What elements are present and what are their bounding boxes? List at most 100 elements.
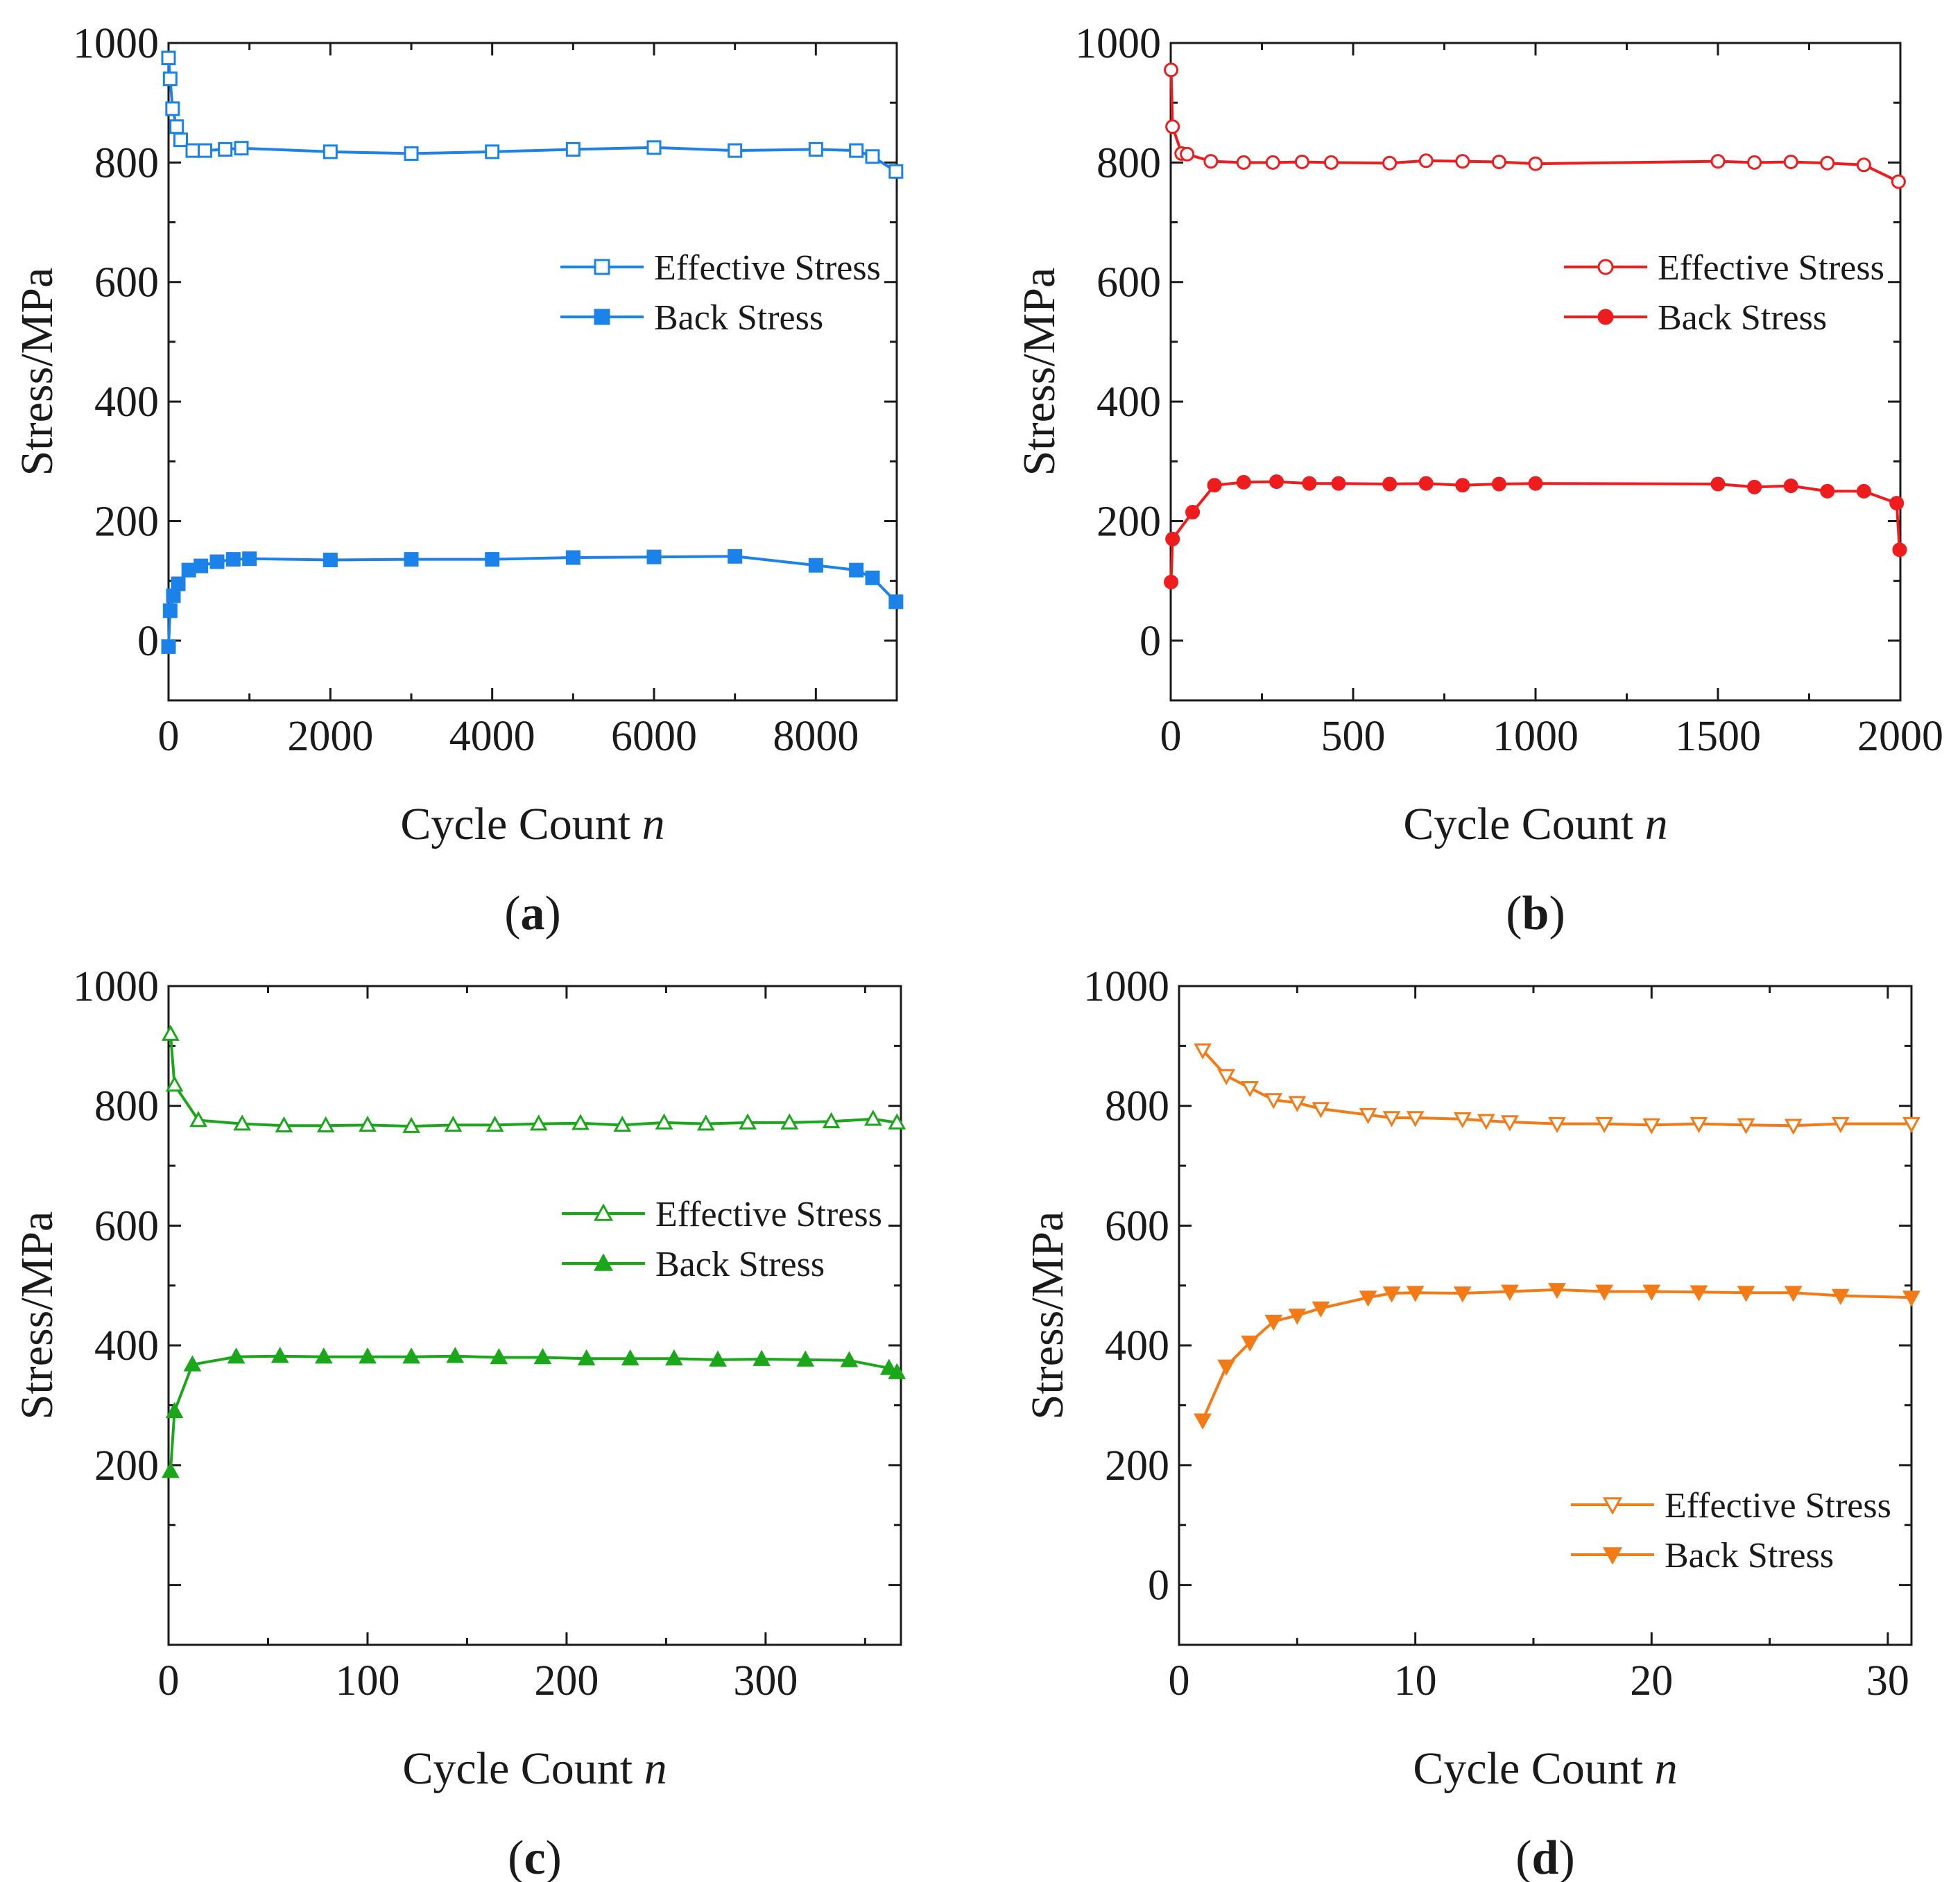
data-point bbox=[1264, 1093, 1283, 1110]
series-line-back-stress bbox=[1201, 1288, 1912, 1421]
data-point bbox=[863, 1110, 882, 1126]
data-point bbox=[728, 549, 743, 564]
legend-marker-icon bbox=[1571, 1497, 1654, 1515]
panel-b: 0 500 1000 1500 2000 0 200 400 600 800 1000 Cycle … bbox=[1014, 20, 1943, 940]
legend-entry-effective-stress: Effective Stress bbox=[562, 1195, 882, 1234]
x-tick-label: 4000 bbox=[449, 713, 535, 760]
data-point bbox=[402, 1347, 420, 1364]
data-point bbox=[571, 1114, 590, 1130]
legend-marker-icon bbox=[1564, 309, 1647, 325]
y-tick-label: 400 bbox=[1105, 1322, 1169, 1370]
series-line-back-stress bbox=[1169, 480, 1901, 582]
data-point bbox=[1382, 155, 1398, 171]
legend-entry-effective-stress: Effective Stress bbox=[1571, 1486, 1891, 1526]
data-point bbox=[1747, 479, 1762, 494]
legend: Effective Stress Back Stress bbox=[560, 248, 881, 338]
data-point bbox=[183, 1355, 202, 1372]
data-point bbox=[879, 1358, 898, 1375]
data-point bbox=[270, 1347, 289, 1363]
data-point bbox=[1528, 476, 1543, 491]
y-tick-label: 600 bbox=[1097, 259, 1161, 307]
data-point bbox=[185, 143, 200, 158]
data-point bbox=[888, 594, 904, 610]
data-point bbox=[404, 146, 419, 161]
plot-frame bbox=[1169, 42, 1902, 702]
data-point bbox=[1236, 155, 1251, 170]
data-point bbox=[173, 132, 188, 148]
x-tick-label: 2000 bbox=[287, 713, 373, 760]
data-point bbox=[1491, 476, 1506, 492]
data-point bbox=[1690, 1116, 1708, 1134]
data-point bbox=[165, 101, 180, 116]
y-tick-label: 0 bbox=[137, 618, 159, 665]
data-point bbox=[565, 141, 581, 157]
y-tick-label: 800 bbox=[1105, 1083, 1169, 1130]
x-axis-label: Cycle Count n bbox=[1413, 1743, 1677, 1794]
data-point bbox=[1418, 153, 1434, 169]
series-line-back-stress bbox=[169, 1354, 898, 1471]
data-point bbox=[1737, 1118, 1755, 1134]
data-point bbox=[1164, 574, 1179, 589]
series-line-effective-stress bbox=[169, 1033, 897, 1128]
data-point bbox=[161, 1462, 180, 1478]
legend-marker bbox=[1602, 1497, 1623, 1515]
data-point bbox=[198, 143, 212, 158]
plot-frame bbox=[167, 42, 898, 702]
data-point bbox=[1265, 155, 1280, 170]
data-point bbox=[1203, 154, 1219, 169]
data-point bbox=[446, 1347, 465, 1363]
data-point bbox=[314, 1347, 333, 1364]
y-tick-label: 400 bbox=[94, 379, 159, 426]
y-tick-label: 1000 bbox=[1075, 20, 1161, 67]
data-point bbox=[169, 119, 184, 135]
data-point bbox=[1288, 1309, 1307, 1325]
data-point bbox=[1690, 1285, 1708, 1302]
data-point bbox=[194, 558, 209, 573]
data-point bbox=[1455, 154, 1470, 169]
data-point bbox=[485, 552, 500, 567]
x-tick-label: 20 bbox=[1630, 1657, 1673, 1704]
data-point bbox=[1891, 174, 1906, 189]
legend-marker-icon bbox=[1571, 1547, 1654, 1565]
panel-a: 0 2000 4000 6000 8000 0 200 400 600 800 1000 Cycle… bbox=[12, 20, 904, 940]
y-axis-label: Stress/MPa bbox=[12, 268, 62, 476]
data-point bbox=[1548, 1116, 1566, 1134]
data-point bbox=[1207, 478, 1222, 493]
legend-marker-icon bbox=[562, 1203, 645, 1221]
data-point bbox=[1548, 1283, 1566, 1300]
x-axis-label: Cycle Count n bbox=[400, 799, 664, 849]
data-point bbox=[1241, 1081, 1260, 1098]
data-point bbox=[1217, 1359, 1236, 1376]
data-point bbox=[1501, 1284, 1519, 1301]
legend-marker-icon bbox=[562, 1253, 645, 1271]
data-point bbox=[1406, 1286, 1425, 1302]
data-point bbox=[709, 1350, 727, 1367]
legend-label: Effective Stress bbox=[1665, 1486, 1891, 1526]
data-point bbox=[1382, 476, 1398, 492]
data-point bbox=[1241, 1336, 1260, 1352]
x-tick-label: 30 bbox=[1866, 1657, 1909, 1704]
panel-label: (d) bbox=[1515, 1831, 1575, 1882]
y-tick-label: 0 bbox=[1140, 618, 1161, 665]
data-point bbox=[402, 1116, 420, 1133]
data-point bbox=[1269, 474, 1284, 490]
data-point bbox=[613, 1115, 632, 1132]
legend-entry-back-stress: Back Stress bbox=[560, 298, 823, 338]
legend-marker bbox=[1597, 309, 1614, 325]
series-line-effective-stress bbox=[167, 58, 897, 173]
x-tick-label: 0 bbox=[1160, 713, 1182, 760]
series-line-effective-stress bbox=[1201, 1049, 1911, 1128]
data-point bbox=[316, 1116, 335, 1133]
data-point bbox=[1528, 156, 1543, 171]
data-point bbox=[242, 551, 257, 567]
data-point bbox=[1288, 1096, 1307, 1112]
data-point bbox=[655, 1113, 673, 1130]
data-point bbox=[728, 143, 743, 158]
legend-marker-icon bbox=[560, 309, 644, 325]
data-point bbox=[181, 562, 196, 578]
data-point bbox=[1892, 542, 1907, 558]
x-tick-label: 0 bbox=[1169, 1657, 1190, 1704]
data-point bbox=[865, 149, 880, 164]
legend-marker bbox=[1602, 1547, 1623, 1565]
data-point bbox=[189, 1111, 207, 1128]
